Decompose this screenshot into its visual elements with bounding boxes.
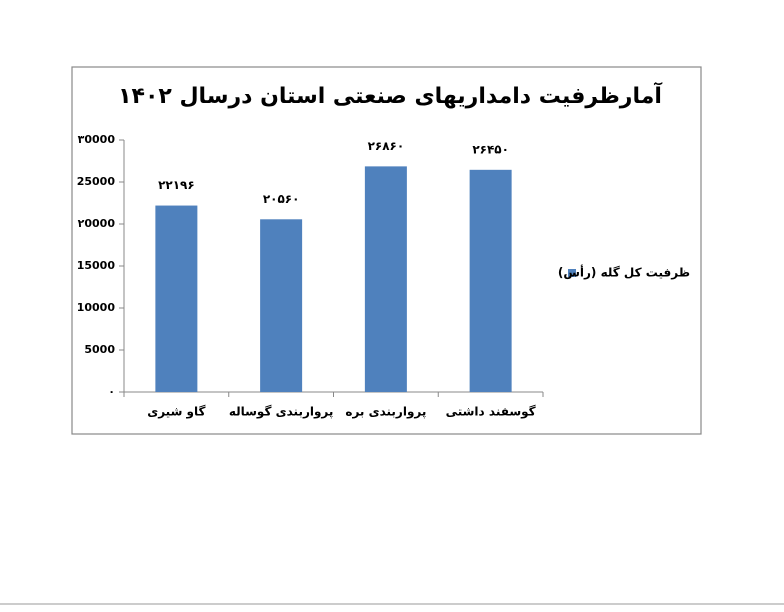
x-tick-label: پرواربندی گوساله: [229, 405, 334, 420]
data-label: ۲۶۸۶۰: [368, 139, 405, 153]
y-tick-label: 25000: [77, 175, 116, 188]
y-tick-label: 10000: [77, 301, 116, 314]
y-tick-label: 5000: [84, 343, 115, 356]
y-tick-label: ۲0000: [78, 217, 116, 230]
y-tick-label: 15000: [77, 259, 116, 272]
y-tick-label: ۳0000: [78, 133, 116, 146]
data-label: ۲۶۴۵۰: [472, 142, 509, 156]
bar: [469, 169, 512, 392]
y-tick-label: ۰: [108, 385, 115, 398]
legend-swatch: [568, 269, 576, 277]
bar: [155, 205, 198, 392]
data-label: ۲۲۱۹۶: [158, 178, 195, 192]
legend-label: ظرفیت کل گله (رأس): [558, 265, 690, 280]
data-label: ۲۰۵۶۰: [263, 192, 300, 206]
bar: [364, 166, 407, 392]
x-tick-label: گوسفند داشتی: [446, 405, 536, 420]
bar: [260, 219, 303, 392]
x-tick-label: گاو شیری: [147, 405, 205, 420]
x-tick-label: پرواربندی بره: [345, 405, 426, 420]
chart-title: آمارظرفیت دامداریهای صنعتی استان درسال ۱…: [118, 81, 662, 109]
